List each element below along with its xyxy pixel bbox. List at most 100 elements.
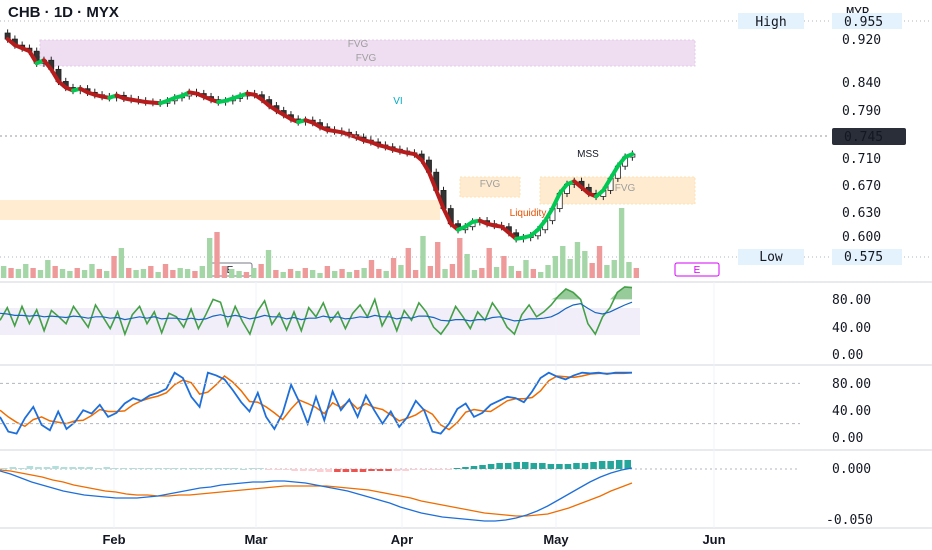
high-value: 0.955 <box>844 15 883 30</box>
macd-hist-bar <box>317 469 324 472</box>
volume-bar <box>545 265 551 278</box>
volume-bar <box>177 268 183 278</box>
price-tick-label: 0.710 <box>842 152 881 167</box>
low-value: 0.575 <box>844 250 883 265</box>
volume-bar <box>81 270 88 278</box>
trend-ribbon-segment <box>49 67 61 84</box>
volume-bar <box>589 263 595 278</box>
macd-hist-bar <box>180 468 187 469</box>
volume-bar <box>148 266 154 278</box>
volume-bar <box>442 269 448 278</box>
volume-bar <box>427 266 434 278</box>
price-tick-label: 0.670 <box>842 179 881 194</box>
volume-bar <box>59 269 66 278</box>
macd-hist-bar <box>556 464 563 469</box>
macd-hist-bar <box>598 461 606 469</box>
volume-bar <box>287 269 294 278</box>
volume-bar <box>1 266 7 278</box>
macd-hist-bar <box>94 468 102 469</box>
high-label: High <box>755 15 786 30</box>
volume-bar <box>332 271 338 278</box>
volume-bar <box>405 248 411 278</box>
volume-bar <box>236 271 242 278</box>
volume-bar <box>552 256 559 278</box>
volume-bar <box>206 238 213 278</box>
trend-ribbon-segment <box>441 206 453 226</box>
high-badge <box>738 13 804 29</box>
macd-hist-bar <box>257 468 264 469</box>
macd-hist-bar <box>9 467 17 469</box>
volume-bar <box>493 267 500 278</box>
volume-bar <box>538 272 544 278</box>
volume-bar <box>339 269 345 278</box>
volume-bar <box>604 265 610 278</box>
trend-ribbon-segment <box>434 188 446 211</box>
macd-hist-bar <box>342 469 350 472</box>
price-tick-label: 0.600 <box>842 230 881 245</box>
volume-bar <box>412 270 419 278</box>
macd-hist-bar <box>445 469 452 470</box>
volume-bar <box>515 271 522 278</box>
macd-hist-bar <box>479 465 486 469</box>
volume-bar <box>633 268 639 278</box>
low-value-badge <box>832 249 902 265</box>
macd-hist-bar <box>231 468 239 469</box>
macd-hist-bar <box>154 468 162 469</box>
macd-hist-bar <box>248 468 256 469</box>
trend-ribbon-segment <box>601 176 613 193</box>
macd-hist-bar <box>197 468 204 469</box>
trend-ribbon-segment <box>608 164 620 181</box>
macd-hist-bar <box>77 467 85 469</box>
trend-ribbon-segment <box>550 191 562 211</box>
volume-bar <box>611 260 617 278</box>
volume-bar <box>15 269 22 278</box>
macd-hist-bar <box>291 469 298 471</box>
price-tick-label: 0.920 <box>842 33 881 48</box>
volume-bar <box>354 270 360 278</box>
macd-hist-bar <box>351 469 358 472</box>
volume-bar <box>479 268 485 278</box>
macd-hist-bar <box>607 461 614 469</box>
volume-bar <box>390 258 397 278</box>
chart-annotation: MSS <box>577 149 599 160</box>
macd-hist-bar <box>205 468 213 469</box>
macd-hist-bar <box>223 468 230 469</box>
macd-hist-bar <box>265 469 273 470</box>
stoch-tick-label: 0.00 <box>832 431 863 446</box>
price-tick-label: 0.790 <box>842 104 881 119</box>
volume-bar <box>37 270 44 278</box>
volume-bar <box>449 264 456 278</box>
macd-hist-bar <box>308 469 315 471</box>
volume-bar <box>221 266 228 278</box>
volume-bar <box>398 265 404 278</box>
volume-bar <box>74 268 80 278</box>
last-price-badge <box>832 128 906 145</box>
trend-ribbon-segment <box>623 152 635 160</box>
last-price-value: 0.745 <box>844 130 883 145</box>
volume-bar <box>126 268 132 278</box>
month-tick-label: Jun <box>702 532 725 547</box>
volume-bar <box>471 270 478 278</box>
earnings-marker-label: E <box>694 265 701 276</box>
macd-hist-bar <box>129 468 136 469</box>
stoch-d-line <box>0 371 633 431</box>
volume-bar <box>199 266 205 278</box>
volume-bar <box>243 272 250 278</box>
volume-bar <box>324 266 331 278</box>
liquidity-zone <box>0 200 440 220</box>
volume-bar <box>508 266 514 278</box>
macd-hist-bar <box>590 462 597 469</box>
trend-ribbon-segment <box>419 158 431 175</box>
volume-bar <box>67 271 73 278</box>
macd-hist-bar <box>26 466 34 469</box>
macd-hist-bar <box>103 467 111 469</box>
trend-ribbon-segment <box>27 49 39 66</box>
macd-hist-bar <box>274 469 281 470</box>
volume-bar <box>626 262 632 278</box>
macd-hist-bar <box>624 460 631 469</box>
macd-hist-bar <box>282 469 290 470</box>
macd-hist-bar <box>581 463 589 469</box>
volume-bar <box>103 271 110 278</box>
rsi-tick-label: 80.00 <box>832 293 871 308</box>
